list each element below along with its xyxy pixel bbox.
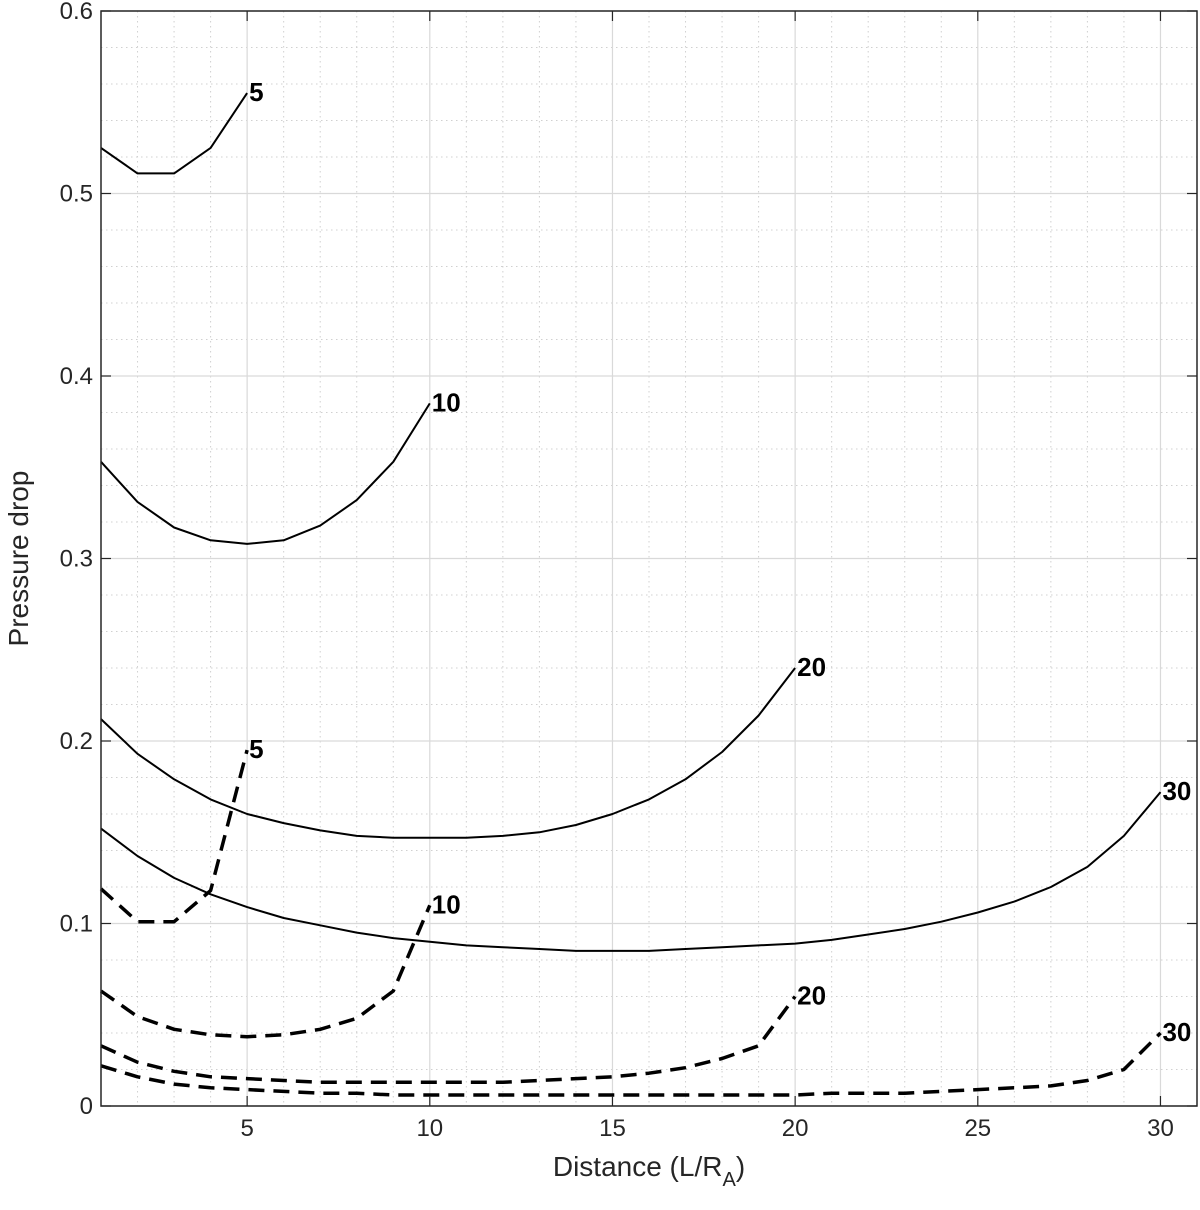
y-tick-label: 0.5 xyxy=(60,181,93,208)
x-axis-title-subscript: A xyxy=(722,1169,736,1191)
curve-label-dashed-5: 5 xyxy=(249,734,263,764)
x-tick-label: 20 xyxy=(782,1115,809,1142)
curve-label-dashed-10: 10 xyxy=(432,889,461,919)
curve-labels: 5 10 20 30 5 10 20 30 xyxy=(249,77,1191,1047)
dashed-curve-10 xyxy=(99,904,432,1039)
curve-label-solid-10: 10 xyxy=(432,387,461,417)
y-tick-labels: 0 0.1 0.2 0.3 0.4 0.5 0.6 xyxy=(60,0,93,1120)
dashed-curve-5 xyxy=(99,749,249,924)
solid-curve-10 xyxy=(100,402,431,545)
y-tick-label: 0.6 xyxy=(60,0,93,25)
axis-ticks xyxy=(101,10,1197,1107)
x-tick-labels: 5 10 15 20 25 30 xyxy=(240,1115,1173,1142)
x-axis-title: Distance (L/RA) xyxy=(553,1151,745,1191)
curve-label-dashed-20: 20 xyxy=(797,981,826,1011)
x-tick-label: 10 xyxy=(416,1115,443,1142)
y-axis-title: Pressure drop xyxy=(3,471,34,647)
y-tick-label: 0 xyxy=(80,1093,93,1120)
solid-curve-5 xyxy=(100,92,248,175)
curve-label-solid-5: 5 xyxy=(249,77,263,107)
y-tick-label: 0.4 xyxy=(60,363,93,390)
y-tick-label: 0.1 xyxy=(60,911,93,938)
dashed-curve-30 xyxy=(100,1031,1162,1097)
curves xyxy=(99,92,1162,1097)
x-tick-label: 5 xyxy=(240,1115,253,1142)
dashed-curve-20 xyxy=(100,995,797,1085)
curve-label-dashed-30: 30 xyxy=(1162,1017,1191,1047)
x-tick-label: 30 xyxy=(1147,1115,1174,1142)
x-tick-label: 15 xyxy=(599,1115,626,1142)
x-axis-title-close: ) xyxy=(736,1151,745,1182)
y-tick-label: 0.3 xyxy=(60,546,93,573)
y-tick-label: 0.2 xyxy=(60,728,93,755)
curve-label-solid-20: 20 xyxy=(797,652,826,682)
x-tick-label: 25 xyxy=(964,1115,991,1142)
solid-curve-20 xyxy=(100,667,796,839)
curve-label-solid-30: 30 xyxy=(1162,776,1191,806)
solid-curve-30 xyxy=(100,791,1162,952)
x-axis-title-main: Distance (L/R xyxy=(553,1151,723,1182)
